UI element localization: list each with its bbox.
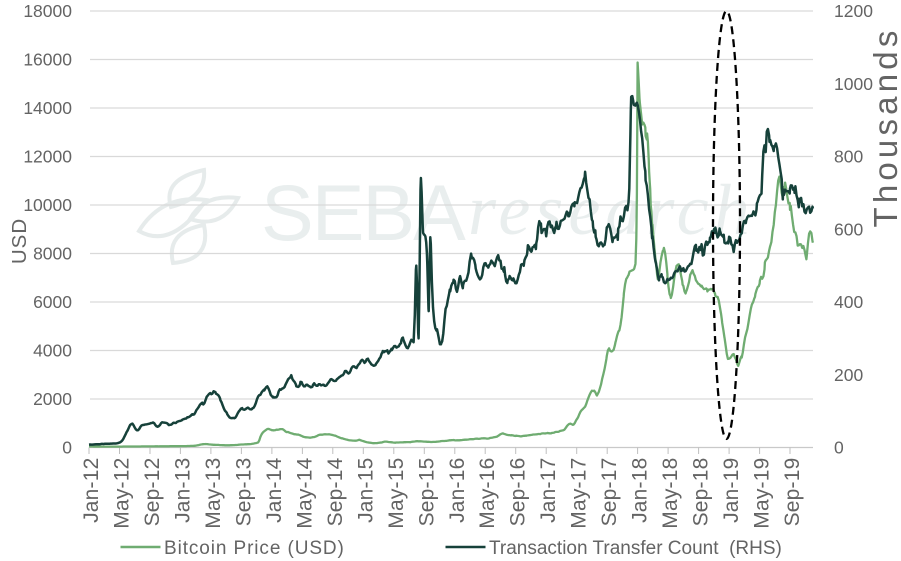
- svg-text:16000: 16000: [23, 50, 72, 70]
- svg-text:10000: 10000: [23, 195, 72, 215]
- svg-text:4000: 4000: [33, 341, 72, 361]
- svg-text:Jan-13: Jan-13: [171, 458, 194, 523]
- svg-text:Sep-16: Sep-16: [507, 458, 530, 527]
- svg-text:May-17: May-17: [568, 458, 591, 529]
- svg-text:May-19: May-19: [751, 458, 774, 529]
- svg-text:2000: 2000: [33, 389, 72, 409]
- svg-text:Transaction Transfer Count (R: Transaction Transfer Count (RHS): [489, 538, 782, 559]
- svg-text:800: 800: [834, 147, 863, 167]
- svg-text:6000: 6000: [33, 292, 72, 312]
- svg-text:1200: 1200: [834, 1, 873, 21]
- svg-text:8000: 8000: [33, 244, 72, 264]
- svg-text:Thousands: Thousands: [867, 26, 901, 227]
- svg-text:600: 600: [834, 219, 863, 239]
- svg-text:USD: USD: [8, 218, 31, 264]
- svg-text:SEBA: SEBA: [261, 168, 466, 257]
- svg-text:May-16: May-16: [476, 458, 499, 529]
- svg-text:Sep-19: Sep-19: [781, 458, 804, 527]
- svg-text:May-14: May-14: [293, 457, 316, 528]
- svg-text:Jan-14: Jan-14: [263, 457, 286, 523]
- svg-text:Jan-12: Jan-12: [80, 458, 103, 523]
- svg-text:Sep-18: Sep-18: [690, 458, 713, 527]
- svg-text:Sep-17: Sep-17: [598, 458, 621, 527]
- svg-text:Jan-18: Jan-18: [629, 458, 652, 523]
- svg-text:Jan-19: Jan-19: [720, 458, 743, 523]
- svg-text:12000: 12000: [23, 147, 72, 167]
- svg-text:18000: 18000: [23, 1, 72, 21]
- svg-text:May-12: May-12: [111, 458, 134, 529]
- svg-text:Jan-16: Jan-16: [446, 458, 469, 523]
- svg-text:0: 0: [834, 438, 844, 458]
- svg-text:May-15: May-15: [385, 458, 408, 529]
- svg-text:1000: 1000: [834, 74, 873, 94]
- svg-text:Bitcoin Price (USD): Bitcoin Price (USD): [164, 538, 345, 559]
- svg-text:0: 0: [62, 438, 72, 458]
- svg-text:Jan-17: Jan-17: [537, 458, 560, 523]
- svg-text:Sep-15: Sep-15: [415, 458, 438, 527]
- svg-text:May-13: May-13: [202, 458, 225, 529]
- svg-text:14000: 14000: [23, 98, 72, 118]
- svg-text:May-18: May-18: [659, 458, 682, 529]
- svg-text:200: 200: [834, 365, 863, 385]
- svg-text:Sep-12: Sep-12: [141, 458, 164, 527]
- svg-text:research: research: [468, 170, 755, 250]
- svg-text:Sep-14: Sep-14: [324, 457, 347, 526]
- svg-text:400: 400: [834, 292, 863, 312]
- svg-text:Sep-13: Sep-13: [232, 458, 255, 527]
- svg-text:Jan-15: Jan-15: [354, 458, 377, 523]
